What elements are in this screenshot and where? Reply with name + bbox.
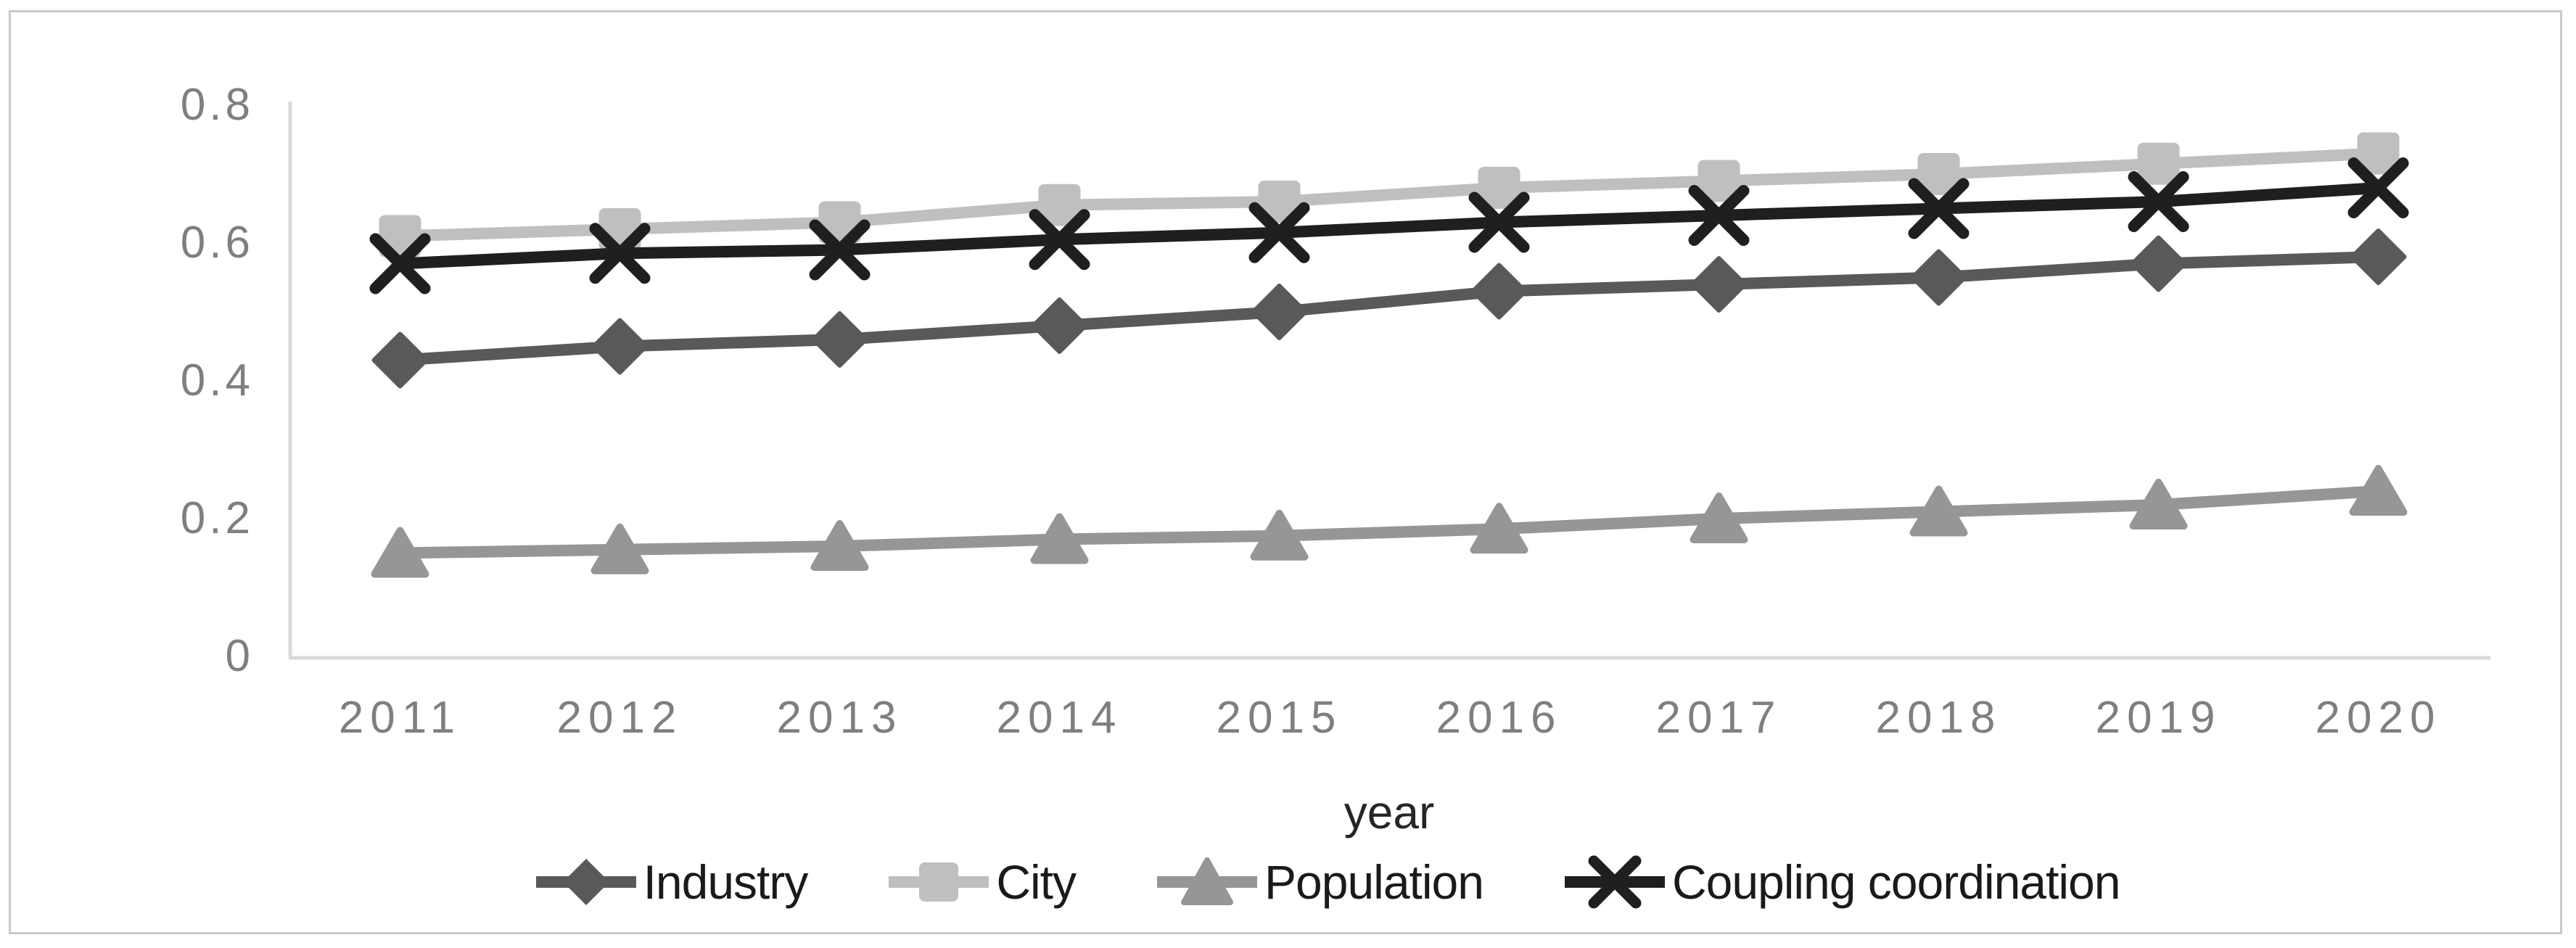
marker-city-2019 bbox=[2137, 142, 2180, 185]
marker-industry-2015 bbox=[1251, 284, 1308, 340]
marker-coupling-coordination-2016 bbox=[1468, 191, 1530, 253]
marker-industry-2016 bbox=[1470, 263, 1528, 320]
marker-population-2014 bbox=[1030, 513, 1089, 564]
x-tick-label-2016: 2016 bbox=[1436, 693, 1563, 743]
marker-industry-2011 bbox=[371, 331, 429, 389]
marker-population-2015 bbox=[1250, 509, 1309, 561]
series-line-coupling-coordination bbox=[400, 182, 2379, 270]
series-line-population bbox=[400, 485, 2379, 559]
legend: Industry City Population Coupling coordinat… bbox=[0, 844, 2576, 920]
x-tick-label-2019: 2019 bbox=[2095, 693, 2222, 743]
y-tick-label-0.4: 0.4 bbox=[180, 355, 254, 405]
marker-city-2018 bbox=[1917, 153, 1960, 195]
marker-population-2013 bbox=[810, 520, 869, 571]
legend-item-city: City bbox=[889, 847, 1077, 917]
y-tick-label-0.6: 0.6 bbox=[180, 218, 254, 268]
marker-industry-2020 bbox=[2350, 228, 2407, 285]
marker-coupling-coordination-2017 bbox=[1688, 185, 1750, 246]
square-legend-icon bbox=[889, 862, 989, 902]
y-tick-label-0.2: 0.2 bbox=[180, 493, 254, 543]
marker-coupling-coordination-2013 bbox=[809, 219, 871, 281]
series-line-city bbox=[400, 147, 2379, 242]
marker-population-2016 bbox=[1470, 503, 1528, 554]
legend-item-label: Population bbox=[1264, 854, 1484, 909]
x-tick-label-2014: 2014 bbox=[996, 693, 1123, 743]
marker-industry-2019 bbox=[2130, 235, 2187, 292]
marker-coupling-coordination-2011 bbox=[369, 233, 431, 294]
marker-population-2020 bbox=[2349, 465, 2408, 516]
x-tick-label-2011: 2011 bbox=[338, 693, 462, 743]
marker-coupling-coordination-2020 bbox=[2347, 157, 2409, 218]
marker-coupling-coordination-2019 bbox=[2128, 171, 2189, 232]
marker-population-2011 bbox=[371, 527, 429, 578]
legend-item-label: Coupling coordination bbox=[1671, 854, 2120, 909]
legend-item-industry: Industry bbox=[535, 847, 809, 917]
marker-coupling-coordination-2014 bbox=[1029, 209, 1090, 271]
marker-coupling-coordination-2015 bbox=[1248, 202, 1310, 263]
series-line-industry bbox=[399, 251, 2379, 366]
marker-coupling-coordination-2018 bbox=[1908, 178, 1970, 239]
marker-population-2012 bbox=[590, 523, 649, 574]
marker-coupling-coordination-2012 bbox=[589, 223, 651, 284]
legend-item-label: City bbox=[996, 854, 1077, 909]
marker-industry-2012 bbox=[591, 318, 649, 375]
marker-city-2014 bbox=[1038, 184, 1081, 226]
marker-industry-2018 bbox=[1910, 249, 1967, 306]
triangle-legend-icon bbox=[1157, 857, 1258, 905]
marker-population-2017 bbox=[1690, 492, 1748, 543]
marker-industry-2014 bbox=[1031, 297, 1088, 354]
x-tick-label-2018: 2018 bbox=[1875, 693, 2002, 743]
x-tick-label-2013: 2013 bbox=[776, 693, 903, 743]
y-tick-label-0.8: 0.8 bbox=[180, 80, 254, 130]
x-axis-title: year bbox=[1343, 786, 1435, 838]
x-tick-label-2017: 2017 bbox=[1655, 693, 1782, 743]
marker-industry-2013 bbox=[811, 311, 868, 368]
legend-item-coupling-coordination: Coupling coordination bbox=[1564, 847, 2120, 917]
marker-city-2020 bbox=[2357, 132, 2400, 175]
marker-city-2017 bbox=[1698, 160, 1740, 202]
x-tick-label-2015: 2015 bbox=[1216, 693, 1343, 743]
diamond-legend-icon bbox=[535, 858, 636, 905]
legend-item-population: Population bbox=[1157, 847, 1484, 917]
marker-population-2018 bbox=[1909, 485, 1968, 537]
x-tick-label-2012: 2012 bbox=[556, 693, 683, 743]
marker-population-2019 bbox=[2129, 479, 2188, 529]
x-legend-icon bbox=[1564, 855, 1665, 908]
legend-item-label: Industry bbox=[643, 854, 809, 909]
marker-industry-2017 bbox=[1690, 256, 1748, 313]
marker-city-2015 bbox=[1258, 181, 1301, 223]
x-tick-label-2020: 2020 bbox=[2315, 693, 2442, 743]
marker-city-2016 bbox=[1478, 167, 1521, 209]
y-tick-label-0: 0 bbox=[225, 631, 254, 681]
